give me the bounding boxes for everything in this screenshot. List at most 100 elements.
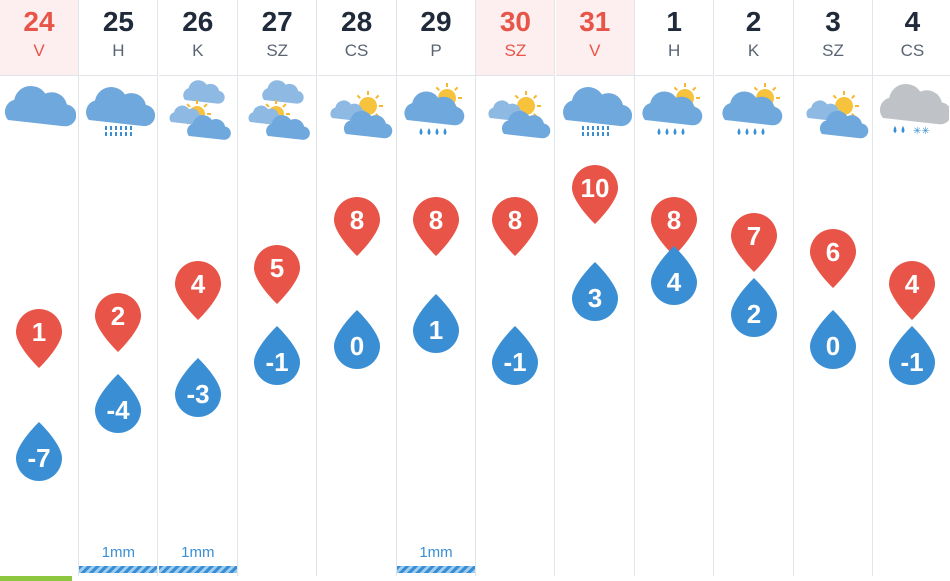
day-column[interactable]: 3 SZ 6 0 <box>794 0 873 576</box>
weekday-label: K <box>192 41 204 60</box>
day-number: 30 <box>499 6 531 37</box>
low-temp-drop: -1 <box>889 326 936 385</box>
high-temp-pin: 4 <box>174 261 221 320</box>
low-temp-drop: -7 <box>16 422 62 481</box>
low-temp-drop: 0 <box>333 310 380 369</box>
high-temp-pin: 2 <box>95 293 142 352</box>
day-header: 30 SZ <box>476 0 555 76</box>
high-temp-pin: 8 <box>333 197 380 256</box>
sun-cloud-rain-icon <box>404 83 465 135</box>
high-temp-pin: 8 <box>651 197 698 256</box>
sun-cloud-icon <box>488 91 551 139</box>
svg-text:1: 1 <box>32 317 46 347</box>
day-number: 31 <box>579 6 611 37</box>
svg-text:4: 4 <box>191 269 206 299</box>
weekday-label: K <box>747 41 760 60</box>
svg-text:-1: -1 <box>266 347 289 377</box>
cloud-drizzle-icon <box>562 87 632 136</box>
weekday-label: P <box>430 41 442 60</box>
high-temp-pin: 8 <box>413 197 459 256</box>
weekday-label: SZ <box>822 41 844 60</box>
low-temp-drop: 1 <box>413 294 459 353</box>
cloud-snow-icon: ✳✳ <box>880 83 950 137</box>
svg-text:2: 2 <box>746 299 760 329</box>
high-temp-pin: 8 <box>492 197 539 256</box>
low-temp-drop: 4 <box>651 246 698 305</box>
sun-cloud-rain-icon <box>722 83 782 135</box>
sun-cloud-rain-icon <box>642 83 703 135</box>
day-header: 25 H <box>79 0 158 76</box>
day-column[interactable]: 27 SZ 5 -1 <box>238 0 318 576</box>
day-column[interactable]: 29 P 8 1 1mm <box>397 0 476 576</box>
weekday-label: V <box>33 41 45 60</box>
low-temp-drop: 2 <box>730 278 777 337</box>
day-column[interactable]: 25 H 2 -4 1mm <box>79 0 159 576</box>
weekday-label: CS <box>344 41 369 60</box>
low-temp-drop: -1 <box>492 326 539 385</box>
precip-amount: 1mm <box>181 544 215 561</box>
day-column[interactable]: 4 CS ✳✳ 4 -1 <box>873 0 950 576</box>
low-temp-drop: -3 <box>174 358 221 417</box>
svg-text:-1: -1 <box>901 347 924 377</box>
precip-amount: 1mm <box>101 544 136 561</box>
svg-text:5: 5 <box>270 253 284 283</box>
svg-text:1: 1 <box>429 315 443 345</box>
day-number: 4 <box>904 6 921 37</box>
svg-text:8: 8 <box>349 205 363 235</box>
day-column[interactable]: 30 SZ 8 -1 <box>476 0 556 576</box>
day-header: 24 V <box>0 0 78 76</box>
svg-text:4: 4 <box>905 269 920 299</box>
svg-text:8: 8 <box>508 205 522 235</box>
high-temp-pin: 5 <box>254 245 301 304</box>
day-number: 1 <box>666 6 682 37</box>
day-column[interactable]: 24 V 1 -7 <box>0 0 79 576</box>
high-temp-pin: 6 <box>810 229 856 288</box>
day-column[interactable]: 31 V 10 3 <box>555 0 635 576</box>
high-temp-pin: 1 <box>16 309 62 368</box>
sun-cloud-icon <box>806 91 869 139</box>
day-header: 29 P <box>397 0 475 76</box>
day-header: 28 CS <box>317 0 396 76</box>
day-header: 4 CS <box>873 0 950 76</box>
cloudy-icon <box>4 85 76 127</box>
low-temp-drop: 3 <box>571 262 618 321</box>
svg-text:4: 4 <box>667 267 682 297</box>
footer-strip <box>0 576 72 581</box>
high-temp-pin: 7 <box>730 213 777 272</box>
weekday-label: CS <box>900 41 925 60</box>
svg-text:7: 7 <box>746 221 760 251</box>
low-temp-drop: -1 <box>254 326 301 385</box>
high-temp-pin: 4 <box>889 261 936 320</box>
sun-cloud-icon <box>330 91 392 139</box>
day-header: 26 K <box>158 0 237 76</box>
weekday-label: SZ <box>266 41 289 60</box>
low-temp-drop: -4 <box>95 374 142 433</box>
day-header: 3 SZ <box>794 0 872 76</box>
svg-text:✳✳: ✳✳ <box>913 126 930 137</box>
high-temp-pin: 10 <box>571 165 618 224</box>
partly-cloudy-icon <box>169 80 231 140</box>
day-header: 31 V <box>555 0 634 76</box>
svg-text:0: 0 <box>826 331 840 361</box>
svg-text:-4: -4 <box>107 395 131 425</box>
weekday-label: V <box>589 41 601 60</box>
day-column[interactable]: 28 CS 8 0 <box>317 0 397 576</box>
day-number: 25 <box>102 6 134 37</box>
svg-text:3: 3 <box>588 283 602 313</box>
day-column[interactable]: 26 K 4 -3 1mm <box>158 0 238 576</box>
partly-cloudy-icon <box>248 80 311 140</box>
svg-text:8: 8 <box>667 205 681 235</box>
cloud-drizzle-icon <box>86 87 156 136</box>
svg-text:2: 2 <box>111 301 125 331</box>
svg-text:10: 10 <box>580 173 609 203</box>
day-number: 28 <box>341 6 373 37</box>
precip-bar <box>79 566 158 573</box>
precip-bar <box>397 566 475 573</box>
svg-text:-3: -3 <box>186 379 209 409</box>
svg-text:-1: -1 <box>504 347 527 377</box>
weekday-label: H <box>112 41 125 60</box>
